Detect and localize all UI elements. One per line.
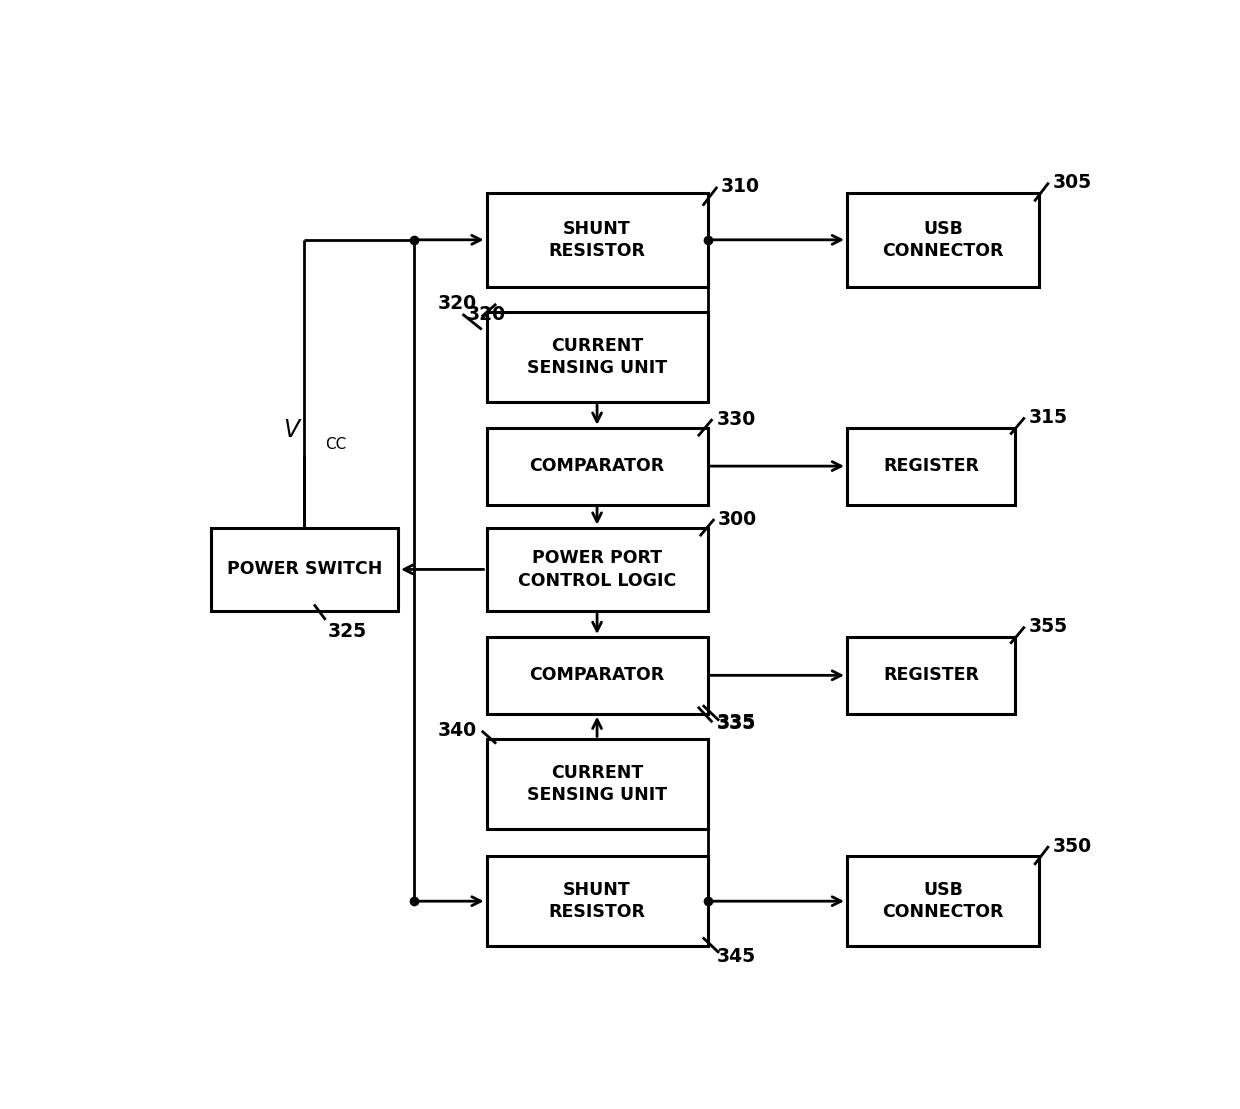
Text: 350: 350 xyxy=(1053,836,1091,856)
Text: 335: 335 xyxy=(717,713,755,732)
Text: 300: 300 xyxy=(718,509,758,529)
Text: USB
CONNECTOR: USB CONNECTOR xyxy=(883,220,1003,260)
Text: 315: 315 xyxy=(1028,408,1068,427)
Bar xyxy=(486,637,708,714)
Text: 355: 355 xyxy=(1028,617,1068,637)
Bar xyxy=(486,856,708,946)
Bar xyxy=(847,637,1016,714)
Text: REGISTER: REGISTER xyxy=(883,457,980,475)
Text: 305: 305 xyxy=(1053,173,1091,192)
Bar xyxy=(847,428,1016,505)
Text: SHUNT
RESISTOR: SHUNT RESISTOR xyxy=(548,881,646,922)
Text: 345: 345 xyxy=(717,947,756,966)
Text: 330: 330 xyxy=(717,409,755,429)
Text: V: V xyxy=(284,418,300,442)
Bar xyxy=(486,193,708,287)
Bar xyxy=(847,856,1039,946)
Text: REGISTER: REGISTER xyxy=(883,667,980,684)
Text: POWER SWITCH: POWER SWITCH xyxy=(227,560,382,579)
Text: 335: 335 xyxy=(717,714,756,733)
Text: CURRENT
SENSING UNIT: CURRENT SENSING UNIT xyxy=(527,337,667,377)
Text: USB
CONNECTOR: USB CONNECTOR xyxy=(883,881,1003,922)
Text: COMPARATOR: COMPARATOR xyxy=(529,667,665,684)
Bar xyxy=(486,740,708,830)
Text: CURRENT
SENSING UNIT: CURRENT SENSING UNIT xyxy=(527,764,667,804)
Text: 320: 320 xyxy=(466,305,506,324)
Bar xyxy=(211,528,398,611)
Bar xyxy=(847,193,1039,287)
Text: 310: 310 xyxy=(720,177,760,196)
Bar xyxy=(486,428,708,505)
Text: 320: 320 xyxy=(438,294,477,314)
Text: COMPARATOR: COMPARATOR xyxy=(529,457,665,475)
Text: 340: 340 xyxy=(438,721,477,741)
Text: SHUNT
RESISTOR: SHUNT RESISTOR xyxy=(548,220,646,260)
Bar xyxy=(486,528,708,611)
Text: POWER PORT
CONTROL LOGIC: POWER PORT CONTROL LOGIC xyxy=(518,549,676,590)
Bar xyxy=(486,313,708,403)
Text: CC: CC xyxy=(326,437,347,451)
Text: 325: 325 xyxy=(327,621,367,641)
